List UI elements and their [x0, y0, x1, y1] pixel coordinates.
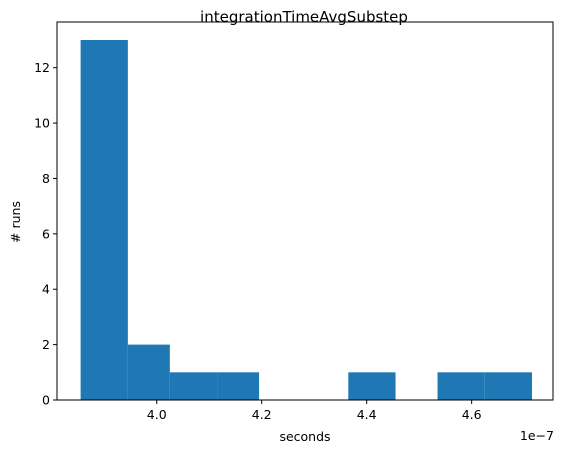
y-tick-label: 0 — [42, 393, 50, 408]
bars-group — [80, 40, 533, 400]
plot-frame — [56, 21, 554, 401]
histogram-bar — [127, 344, 170, 400]
x-axis-label: seconds — [279, 429, 330, 444]
x-tick-label: 4.2 — [252, 407, 272, 422]
x-tick-label: 4.0 — [147, 407, 167, 422]
histogram-bar — [169, 372, 218, 400]
y-tick-label: 10 — [34, 116, 50, 131]
histogram-bar — [217, 372, 260, 400]
histogram-bar — [437, 372, 485, 400]
histogram-bar — [348, 372, 396, 400]
x-tick-label: 4.6 — [462, 407, 482, 422]
histogram-bar — [484, 372, 533, 400]
histogram-bar — [80, 40, 128, 400]
x-axis-offset-text: 1e−7 — [520, 428, 554, 443]
y-tick-label: 12 — [34, 60, 50, 75]
x-tick-label: 4.4 — [357, 407, 377, 422]
y-tick-label: 6 — [42, 226, 50, 241]
y-tick-label: 2 — [42, 337, 50, 352]
chart-title: integrationTimeAvgSubstep — [200, 8, 408, 26]
y-tick-label: 8 — [42, 171, 50, 186]
x-ticks-group: 4.0 4.2 4.4 4.6 — [147, 400, 482, 422]
y-tick-label: 4 — [42, 282, 50, 297]
y-axis-label: # runs — [8, 201, 23, 243]
y-ticks-group: 0 2 4 6 8 10 12 — [34, 60, 57, 408]
